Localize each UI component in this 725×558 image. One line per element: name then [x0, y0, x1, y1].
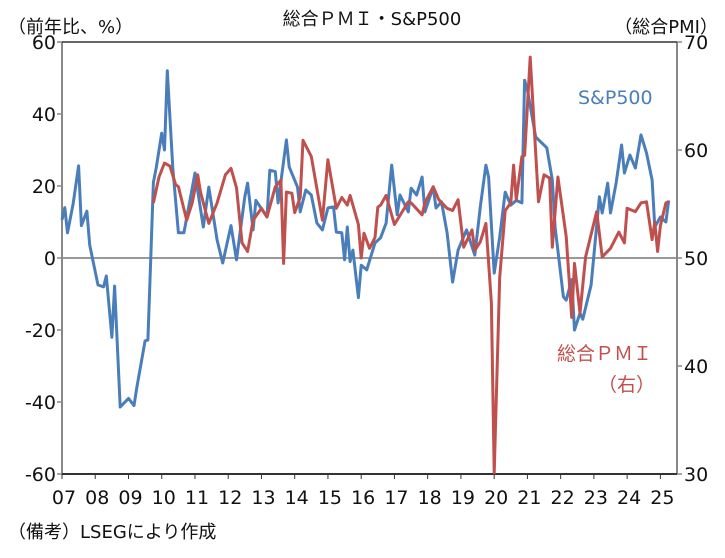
x-tick-label: 12 [218, 487, 242, 509]
chart-title: 総合ＰＭＩ・S&P500 [283, 9, 462, 30]
x-tick-label: 22 [551, 487, 575, 509]
left-tick-label: 20 [32, 176, 56, 198]
left-tick-label: 0 [44, 248, 56, 270]
x-tick-label: 15 [318, 487, 342, 509]
right-tick-label: 60 [684, 140, 708, 162]
right-tick-label: 30 [684, 464, 708, 486]
right-tick-label: 50 [684, 248, 708, 270]
x-tick-label: 11 [185, 487, 209, 509]
left-tick-label: -60 [25, 464, 56, 486]
left-tick-label: 40 [32, 104, 56, 126]
axis-ticks: 60 40 20 0 -20 -40 -60 70 60 50 40 30 07 08 09 10 11 12 13… [25, 32, 708, 509]
left-tick-label: 60 [32, 32, 56, 54]
x-tick-label: 10 [152, 487, 176, 509]
x-tick-label: 07 [52, 487, 76, 509]
left-tick-label: -40 [25, 392, 56, 414]
left-axis-label: （前年比、%） [8, 17, 133, 38]
x-tick-label: 09 [118, 487, 142, 509]
x-tick-label: 14 [285, 487, 309, 509]
left-tick-label: -20 [25, 320, 56, 342]
x-tick-label: 23 [584, 487, 608, 509]
pmi-series-sublabel: （右） [598, 374, 655, 396]
pmi-line [151, 55, 670, 475]
x-tick-label: 24 [617, 487, 641, 509]
x-tick-label: 21 [517, 487, 541, 509]
pmi-series-label: 総合ＰＭＩ [557, 343, 652, 365]
x-tick-label: 13 [251, 487, 275, 509]
series-group [60, 55, 671, 475]
x-tick-label: 20 [484, 487, 508, 509]
source-note: （備考）LSEGにより作成 [8, 522, 216, 543]
x-tick-label: 18 [418, 487, 442, 509]
right-axis-label: （総合PMI） [614, 17, 718, 38]
right-tick-label: 70 [684, 32, 708, 54]
right-tick-label: 40 [684, 356, 708, 378]
x-tick-label: 16 [351, 487, 375, 509]
sp500-series-label: S&P500 [578, 87, 653, 109]
x-tick-label: 19 [451, 487, 475, 509]
x-tick-label: 17 [384, 487, 408, 509]
x-tick-label: 08 [85, 487, 109, 509]
x-tick-label: 25 [650, 487, 674, 509]
